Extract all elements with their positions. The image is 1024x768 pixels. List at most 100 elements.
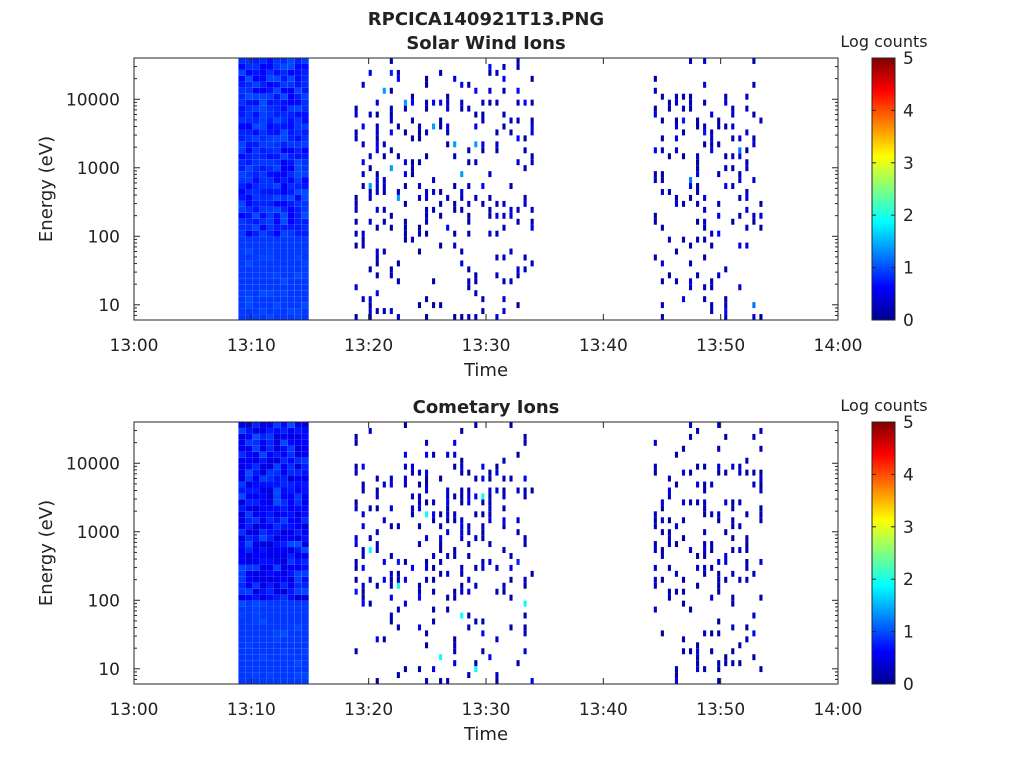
heatmap-cell — [688, 260, 693, 267]
heatmap-cell — [474, 194, 478, 201]
heatmap-cell — [259, 212, 267, 219]
heatmap-cell — [245, 600, 253, 607]
heatmap-cell — [752, 81, 756, 88]
heatmap-cell — [446, 678, 450, 684]
heatmap-cell — [667, 487, 671, 494]
heatmap-cell — [667, 493, 671, 500]
heatmap-cell — [294, 200, 302, 207]
heatmap-cell — [287, 654, 295, 661]
heatmap-cell — [301, 678, 309, 684]
heatmap-cell — [717, 123, 721, 130]
heatmap-cell — [660, 314, 664, 320]
heatmap-cell — [294, 648, 302, 655]
heatmap-cell — [375, 177, 379, 184]
panel-title: Cometary Ions — [413, 397, 560, 418]
heatmap-cell — [245, 439, 253, 446]
heatmap-cell — [294, 63, 302, 70]
heatmap-cell — [280, 487, 288, 494]
heatmap-cell — [259, 558, 267, 565]
heatmap-cell — [731, 535, 735, 542]
heatmap-cell — [530, 260, 534, 267]
heatmap-cell — [368, 535, 372, 542]
heatmap-cell — [681, 296, 686, 303]
heatmap-cell — [417, 135, 422, 142]
heatmap-cell — [266, 564, 274, 571]
heatmap-cell — [717, 230, 721, 237]
heatmap-cell — [245, 660, 253, 667]
heatmap-cell — [488, 499, 492, 506]
heatmap-cell — [238, 230, 246, 237]
heatmap-cell — [301, 183, 309, 189]
heatmap-cell — [294, 171, 302, 178]
heatmap-cell — [523, 200, 527, 207]
heatmap-cell — [259, 308, 267, 315]
heatmap-cell — [467, 278, 471, 285]
heatmap-cell — [273, 654, 281, 661]
heatmap-cell — [259, 529, 267, 536]
heatmap-cell — [245, 81, 253, 88]
heatmap-cell — [432, 511, 436, 518]
heatmap-cell — [424, 558, 429, 565]
heatmap-cell — [294, 582, 302, 589]
heatmap-cell — [266, 427, 274, 434]
heatmap-cell — [382, 558, 386, 565]
heatmap-cell — [280, 499, 288, 506]
heatmap-cell — [238, 612, 246, 619]
heatmap-cell — [710, 284, 714, 291]
heatmap-cell — [287, 93, 295, 100]
heatmap-cell — [354, 535, 358, 542]
heatmap-cell — [238, 624, 246, 631]
heatmap-cell — [280, 570, 288, 577]
heatmap-cell — [280, 576, 288, 583]
heatmap-cell — [259, 314, 267, 320]
heatmap-cell — [474, 582, 478, 589]
heatmap-cell — [259, 230, 267, 237]
heatmap-cell — [389, 117, 393, 124]
heatmap-cell — [710, 511, 714, 518]
heatmap-cell — [294, 439, 302, 446]
heatmap-cell — [681, 636, 686, 643]
heatmap-cell — [287, 457, 295, 464]
heatmap-cell — [238, 648, 246, 655]
heatmap-cell — [410, 564, 415, 571]
heatmap-cell — [252, 111, 260, 118]
heatmap-cell — [653, 564, 657, 571]
heatmap-cell — [488, 558, 492, 565]
heatmap-cell — [294, 558, 302, 565]
heatmap-cell — [509, 278, 513, 285]
heatmap-cell — [453, 183, 457, 189]
heatmap-cell — [710, 648, 714, 655]
heatmap-cell — [439, 123, 443, 130]
heatmap-cell — [389, 481, 393, 488]
heatmap-cell — [660, 517, 664, 524]
heatmap-cell — [287, 141, 295, 148]
heatmap-cell — [710, 564, 714, 571]
heatmap-cell — [495, 230, 499, 237]
heatmap-cell — [301, 600, 309, 607]
heatmap-cell — [294, 141, 302, 148]
heatmap-cell — [273, 678, 281, 684]
heatmap-cell — [238, 672, 246, 679]
heatmap-cell — [396, 260, 400, 267]
heatmap-cell — [439, 189, 443, 195]
heatmap-cell — [294, 290, 302, 297]
heatmap-cell — [453, 553, 457, 559]
heatmap-cell — [287, 678, 295, 684]
heatmap-cell — [301, 117, 309, 124]
heatmap-cell — [266, 457, 274, 464]
heatmap-cell — [301, 135, 309, 142]
heatmap-cell — [660, 278, 664, 285]
heatmap-cell — [266, 159, 274, 166]
heatmap-cell — [502, 111, 506, 118]
heatmap-cell — [287, 123, 295, 130]
heatmap-cell — [280, 206, 288, 213]
heatmap-cell — [354, 206, 358, 213]
heatmap-cell — [301, 517, 309, 524]
heatmap-cell — [467, 553, 471, 559]
heatmap-cell — [245, 314, 253, 320]
heatmap-cell — [375, 248, 379, 255]
heatmap-cell — [252, 642, 260, 649]
heatmap-cell — [252, 218, 260, 225]
colorbar-tick-label: 3 — [903, 518, 914, 538]
heatmap-cell — [273, 493, 281, 500]
